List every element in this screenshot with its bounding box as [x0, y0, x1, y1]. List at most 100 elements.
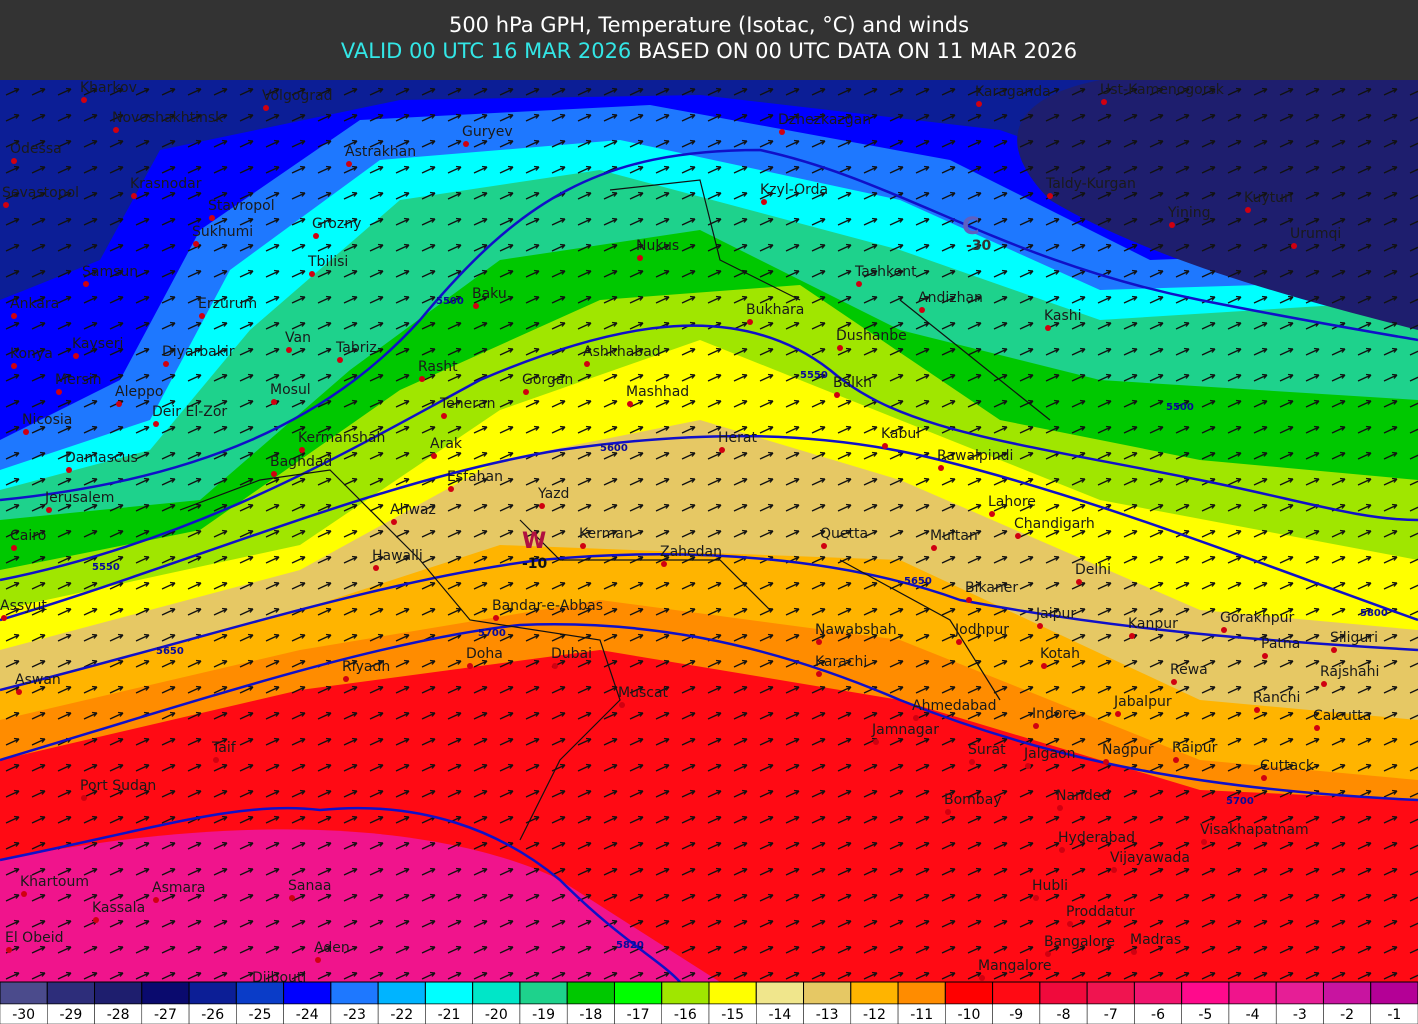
- legend-swatch: [1370, 981, 1418, 1005]
- city-label: Yining: [1167, 205, 1210, 221]
- city-label: Bandar-e-Abbas: [492, 598, 603, 614]
- legend-swatch: [897, 981, 946, 1005]
- city-dot: [1171, 679, 1177, 685]
- city-label: Taif: [211, 740, 237, 756]
- city-dot: [153, 421, 159, 427]
- city-dot: [3, 202, 9, 208]
- city-label: Stavropol: [208, 198, 275, 214]
- city-dot: [431, 453, 437, 459]
- city-dot: [1045, 951, 1051, 957]
- legend-label: -3: [1293, 1007, 1307, 1023]
- map-area: [0, 80, 1418, 983]
- overlay: Kharkov Volgograd Novoshakhtinsk Odessa Gury…: [0, 80, 1418, 1024]
- legend-swatch: [235, 981, 285, 1005]
- city-label: Taldy-Kurgan: [1045, 176, 1136, 192]
- city-label: Gorakhpur: [1220, 610, 1294, 626]
- city-label: Rajshahi: [1320, 664, 1379, 680]
- city-dot: [747, 319, 753, 325]
- legend-swatch: [803, 981, 852, 1005]
- city-label: Kerman: [579, 526, 633, 542]
- legend-swatch: [141, 981, 190, 1005]
- city-dot: [1025, 763, 1031, 769]
- city-label: Jodhpur: [954, 622, 1009, 638]
- city-label: Dzhezkazgan: [778, 112, 871, 128]
- city-label: Ust-Kamenogorsk: [1100, 82, 1225, 98]
- city-dot: [209, 215, 215, 221]
- city-dot: [834, 392, 840, 398]
- city-label: Dubai: [551, 646, 592, 662]
- city-label: Hyderabad: [1058, 830, 1135, 846]
- legend-label: -23: [343, 1007, 366, 1023]
- city-dot: [580, 543, 586, 549]
- city-dot: [1221, 627, 1227, 633]
- legend-label: -25: [249, 1007, 272, 1023]
- city-dot: [346, 161, 352, 167]
- city-label: Tashkent: [854, 264, 917, 280]
- contour-label: 5800: [1360, 608, 1388, 619]
- city-dot: [627, 401, 633, 407]
- city-label: Mersin: [55, 372, 102, 388]
- city-label: Muscat: [618, 685, 669, 701]
- contour-label: 5700: [478, 628, 506, 639]
- city-dot: [816, 671, 822, 677]
- city-dot: [343, 676, 349, 682]
- city-dot: [1103, 759, 1109, 765]
- city-label: Siliguri: [1330, 630, 1378, 646]
- city-label: Ranchi: [1253, 690, 1300, 706]
- city-dot: [116, 401, 122, 407]
- legend-swatch: [566, 981, 615, 1005]
- city-label: Vijayawada: [1110, 850, 1190, 866]
- legend-swatch: [1228, 981, 1277, 1005]
- city-dot: [56, 389, 62, 395]
- city-label: Teheran: [439, 396, 495, 412]
- city-label: Yazd: [537, 486, 569, 502]
- city-dot: [6, 947, 12, 953]
- legend-label: -11: [910, 1007, 933, 1023]
- gph-contour: [0, 623, 1418, 802]
- city-label: Volgograd: [262, 88, 333, 104]
- city-label: El Obeid: [5, 930, 63, 946]
- legend-swatch: [46, 981, 96, 1005]
- city-dot: [1111, 867, 1117, 873]
- legend-swatch: [283, 981, 332, 1005]
- city-label: Bukhara: [746, 302, 804, 318]
- city-label: Aden: [314, 940, 350, 956]
- legend-swatch: [1086, 981, 1135, 1005]
- city-label: Chandigarh: [1014, 516, 1095, 532]
- city-label: Patna: [1261, 636, 1300, 652]
- city-dot: [779, 129, 785, 135]
- city-dot: [552, 663, 558, 669]
- subtitle: VALID 00 UTC 16 MAR 2026 BASED ON 00 UTC…: [341, 39, 1077, 63]
- legend-label: -12: [863, 1007, 886, 1023]
- city-dot: [473, 303, 479, 309]
- legend-swatch: [755, 981, 805, 1005]
- city-dot: [761, 199, 767, 205]
- city-dot: [1033, 723, 1039, 729]
- legend-swatch: [519, 981, 568, 1005]
- city-dot: [719, 447, 725, 453]
- city-label: Ahwaz: [390, 502, 436, 518]
- legend-swatch: [1039, 981, 1088, 1005]
- city-dot: [1115, 711, 1121, 717]
- city-label: Dushanbe: [836, 328, 907, 344]
- city-dot: [81, 795, 87, 801]
- legend-label: -9: [1009, 1007, 1023, 1023]
- city-dot: [81, 97, 87, 103]
- city-dot: [93, 917, 99, 923]
- city-dot: [945, 809, 951, 815]
- city-dot: [1201, 839, 1207, 845]
- pressure-symbol: -30: [966, 238, 992, 254]
- city-label: Samsun: [82, 264, 138, 280]
- city-label: Bombay: [944, 792, 1002, 808]
- city-dot: [1314, 725, 1320, 731]
- city-dot: [493, 615, 499, 621]
- city-label: Kotah: [1040, 646, 1080, 662]
- city-label: Sukhumi: [192, 224, 253, 240]
- city-label: Hawalli: [372, 548, 423, 564]
- city-dot: [373, 565, 379, 571]
- city-dot: [1037, 623, 1043, 629]
- legend-label: -19: [532, 1007, 555, 1023]
- city-dot: [619, 702, 625, 708]
- city-label: Baghdad: [270, 454, 332, 470]
- city-dot: [938, 465, 944, 471]
